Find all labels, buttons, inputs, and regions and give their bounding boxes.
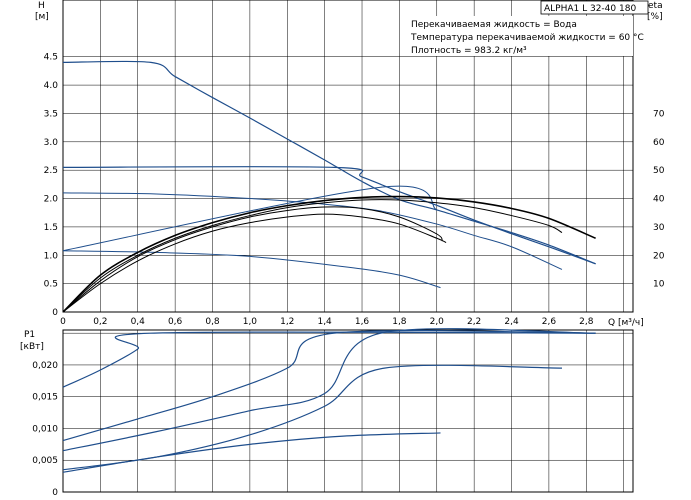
eta-tick-label: 50 — [653, 166, 665, 176]
power-curve — [62, 328, 596, 452]
eta-axis-title: eta — [648, 1, 663, 11]
q-axis-title: Q [м³/ч] — [608, 318, 644, 328]
eta-tick-label: 70 — [653, 109, 665, 119]
head-curve — [62, 60, 596, 265]
efficiency-curve — [62, 213, 447, 313]
model-box — [540, 0, 649, 15]
q-tick-label: 2,8 — [579, 317, 594, 327]
temperature-label: Температура перекачиваемой жидкости = 60… — [410, 33, 644, 43]
q-tick-label: 1,4 — [317, 317, 332, 327]
head-plot-ticks: 0 0,2 0,4 0,6 0,8 1,0 1,2 1,4 1,6 1,8 2,0 2,2 2,4 2,6… — [44, 53, 665, 327]
p1-axis-title: P1 — [24, 330, 35, 340]
h-tick-label: 1.5 — [44, 223, 58, 233]
q-tick-label: 0,8 — [205, 317, 220, 327]
p1-tick-label: 0,005 — [32, 456, 58, 466]
q-tick-label: 1,2 — [280, 317, 294, 327]
h-tick-label: 4.5 — [44, 53, 58, 63]
eta-tick-label: 10 — [653, 280, 665, 290]
head-plot-frame — [62, 0, 634, 313]
density-label: Плотность = 983.2 кг/м³ — [411, 46, 527, 56]
power-plot-curves — [62, 328, 596, 473]
head-plot-curves — [62, 60, 596, 313]
q-tick-label: 1,6 — [355, 317, 370, 327]
power-curve — [62, 432, 441, 473]
eta-tick-label: 20 — [653, 251, 665, 261]
p1-tick-label: 0,015 — [32, 393, 58, 403]
power-plot-frame — [62, 329, 634, 493]
q-tick-label: 0 — [60, 317, 66, 327]
p1-tick-label: 0,020 — [32, 361, 58, 371]
q-tick-label: 0,2 — [93, 317, 107, 327]
power-plot-ticks: 0 0,005 0,010 0,015 0,020 — [32, 361, 58, 498]
model-label: ALPHA1 L 32-40 180 — [544, 4, 636, 14]
efficiency-curve — [62, 199, 563, 313]
h-tick-label: 0 — [52, 308, 58, 318]
q-tick-label: 2,6 — [542, 317, 557, 327]
p1-axis-unit: [кВт] — [20, 342, 44, 352]
power-curve — [62, 329, 596, 442]
h-tick-label: 3.0 — [44, 138, 59, 148]
p1-tick-label: 0,010 — [32, 424, 58, 434]
h-axis-unit: [м] — [35, 12, 49, 22]
head-curve — [62, 250, 441, 289]
head-curve — [62, 166, 596, 265]
q-tick-label: 0,6 — [168, 317, 183, 327]
q-tick-label: 2,0 — [430, 317, 445, 327]
h-tick-label: 2.0 — [44, 195, 59, 205]
q-tick-label: 2,2 — [467, 317, 481, 327]
efficiency-curve — [62, 206, 443, 313]
h-tick-label: 2.5 — [44, 166, 58, 176]
h-axis-title: H — [38, 1, 45, 11]
p1-tick-label: 0 — [52, 488, 58, 498]
h-tick-label: 3.5 — [44, 109, 58, 119]
q-tick-label: 0,4 — [131, 317, 146, 327]
h-tick-label: 4.0 — [44, 81, 59, 91]
q-tick-label: 2,4 — [504, 317, 519, 327]
h-tick-label: 1.0 — [44, 251, 59, 261]
power-curve — [62, 331, 596, 388]
eta-axis-unit: [%] — [647, 12, 663, 22]
eta-tick-label: 30 — [653, 223, 665, 233]
efficiency-curve — [62, 195, 596, 313]
q-tick-label: 1,8 — [392, 317, 407, 327]
eta-tick-label: 60 — [653, 138, 665, 148]
q-tick-label: 1,0 — [243, 317, 258, 327]
legend-box-bg — [409, 16, 633, 56]
h-tick-label: 0.5 — [44, 280, 58, 290]
eta-tick-label: 40 — [653, 195, 665, 205]
liquid-label: Перекачиваемая жидкость = Вода — [411, 20, 577, 30]
